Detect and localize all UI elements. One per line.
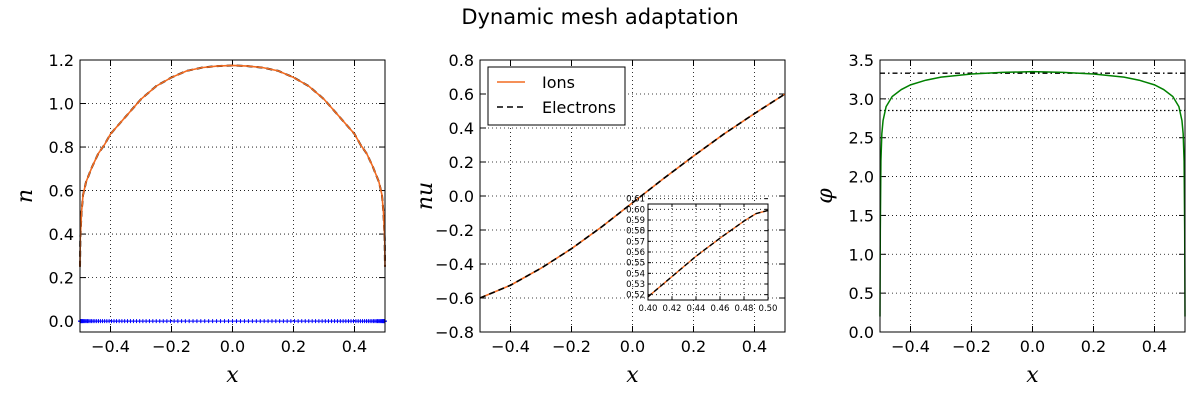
inset-x-tick-label: 0.46 — [711, 304, 730, 314]
x-tick-label: 0.2 — [1081, 337, 1106, 356]
inset-plot-frame — [647, 203, 769, 301]
y-tick-label: 1.0 — [849, 245, 874, 264]
x-tick-label: 0.4 — [1142, 337, 1167, 356]
x-tick-label: 0.0 — [1020, 337, 1045, 356]
figure-title: Dynamic mesh adaptation — [461, 5, 738, 29]
x-axis-label: x — [1026, 363, 1039, 388]
inset-y-tick-label: 0.55 — [626, 259, 645, 269]
y-tick-label: −0.2 — [435, 221, 474, 240]
electron-flux-line — [479, 93, 786, 299]
inset-y-tick-label: 0.56 — [626, 248, 645, 258]
plot-frame — [879, 59, 1186, 333]
y-tick-label: 1.5 — [849, 206, 874, 225]
y-tick-label: 1.2 — [49, 51, 74, 70]
y-tick-label: −0.4 — [435, 255, 474, 274]
y-tick-label: 0.2 — [49, 269, 74, 288]
inset-x-tick-label: 0.50 — [759, 304, 778, 314]
x-tick-label: −0.2 — [952, 337, 991, 356]
inset-y-tick-label: 0.57 — [626, 237, 645, 247]
x-tick-label: −0.4 — [891, 337, 930, 356]
y-tick-label: −0.8 — [435, 323, 474, 342]
y-tick-label: 0.4 — [449, 119, 474, 138]
inset-y-tick-label: 0.54 — [626, 269, 645, 279]
y-tick-label: 0.0 — [449, 187, 474, 206]
inset-y-tick-label: 0.58 — [626, 227, 645, 237]
y-tick-label: 1.0 — [49, 95, 74, 114]
y-axis-label: φ — [813, 188, 838, 204]
legend-box — [487, 66, 626, 126]
inset-y-tick-label: 0.60 — [626, 205, 645, 215]
legend-label-ions: Ions — [542, 73, 575, 92]
y-tick-label: 3.0 — [849, 90, 874, 109]
x-tick-label: 0.0 — [220, 337, 245, 356]
x-tick-label: −0.2 — [152, 337, 191, 356]
x-tick-label: 0.4 — [342, 337, 367, 356]
x-tick-label: 0.2 — [681, 337, 706, 356]
inset-x-tick-label: 0.40 — [639, 304, 658, 314]
flux-plot: −0.4 −0.2 0.0 0.2 0.4 −0.8 −0.6 −0.4 −0.2 0.0 0.2 0… — [413, 51, 786, 388]
inset-y-tick-label: 0.61 — [626, 195, 645, 205]
y-tick-label: 0.8 — [449, 51, 474, 70]
potential-line — [879, 70, 1186, 317]
inset-plot: 0.40 0.42 0.44 0.46 0.48 0.50 0.520.530.540.55… — [626, 195, 777, 314]
inset-x-tick-label: 0.42 — [663, 304, 682, 314]
potential-plot: −0.4 −0.2 0.0 0.2 0.4 0.0 0.5 1.0 1.5 2.0 2.5 3.0 3.… — [813, 51, 1186, 388]
x-tick-label: −0.4 — [491, 337, 530, 356]
legend-label-electrons: Electrons — [542, 98, 616, 117]
y-axis-label: n — [13, 189, 38, 203]
x-tick-label: 0.2 — [281, 337, 306, 356]
y-tick-label: 2.5 — [849, 129, 874, 148]
y-tick-label: 0.8 — [49, 138, 74, 157]
y-tick-label: 0.0 — [49, 312, 74, 331]
inset-y-tick-label: 0.53 — [626, 280, 645, 290]
inset-y-tick-label: 0.59 — [626, 216, 645, 226]
y-tick-label: 0.5 — [849, 284, 874, 303]
inset-x-tick-label: 0.48 — [735, 304, 754, 314]
y-tick-label: −0.6 — [435, 289, 474, 308]
inset-electron-flux-line — [647, 209, 769, 298]
x-axis-label: x — [626, 363, 639, 388]
y-tick-label: 0.2 — [449, 153, 474, 172]
y-tick-label: 3.5 — [849, 51, 874, 70]
inset-x-tick-label: 0.44 — [687, 304, 706, 314]
x-axis-label: x — [226, 363, 239, 388]
y-tick-label: 2.0 — [849, 168, 874, 187]
y-tick-label: 0.0 — [849, 323, 874, 342]
y-tick-label: 0.6 — [49, 182, 74, 201]
inset-y-tick-label: 0.52 — [626, 291, 645, 301]
legend: Ions Electrons — [487, 66, 626, 126]
y-axis-label: nu — [413, 182, 438, 210]
y-tick-label: 0.4 — [49, 225, 74, 244]
x-tick-label: −0.2 — [552, 337, 591, 356]
plot-frame — [79, 59, 386, 333]
ion-density-line — [79, 64, 386, 267]
y-tick-label: 0.6 — [449, 85, 474, 104]
x-tick-label: −0.4 — [91, 337, 130, 356]
x-tick-label: 0.4 — [742, 337, 767, 356]
plot-frame — [479, 59, 786, 333]
x-tick-label: 0.0 — [620, 337, 645, 356]
density-plot: −0.4 −0.2 0.0 0.2 0.4 0.0 0.2 0.4 0.6 0.8 1.0 1.2 x n — [13, 51, 387, 388]
